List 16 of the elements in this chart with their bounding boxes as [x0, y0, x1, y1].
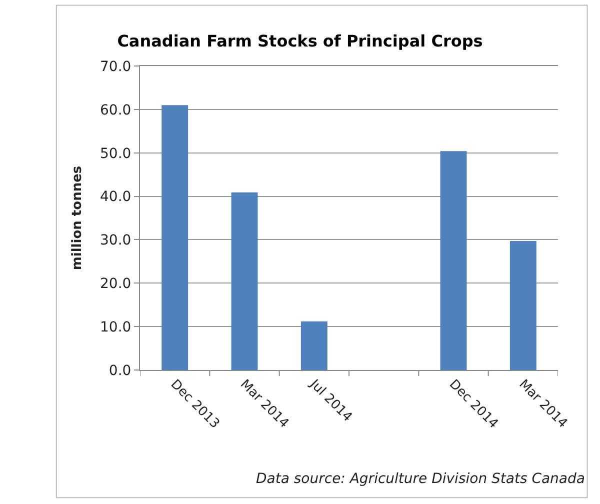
bar — [300, 321, 328, 370]
source-note: Data source: Agriculture Division Stats Canada — [256, 471, 585, 487]
bar — [440, 151, 467, 370]
y-tick-label: 40.0 — [100, 189, 132, 206]
y-tick-label: 50.0 — [100, 146, 132, 162]
y-tick-label: 0.0 — [108, 362, 132, 379]
y-tick-label: 60.0 — [100, 102, 132, 118]
bar — [510, 241, 536, 370]
y-tick-label: 70.0 — [100, 58, 132, 75]
y-tick-label: 30.0 — [100, 232, 132, 249]
bar — [162, 105, 188, 370]
y-axis-title: million tonnes — [70, 166, 85, 270]
y-tick-label: 10.0 — [100, 319, 132, 336]
chart-title: Canadian Farm Stocks of Principal Crops — [117, 31, 483, 50]
bar — [231, 192, 258, 370]
y-tick-label: 20.0 — [100, 276, 132, 292]
